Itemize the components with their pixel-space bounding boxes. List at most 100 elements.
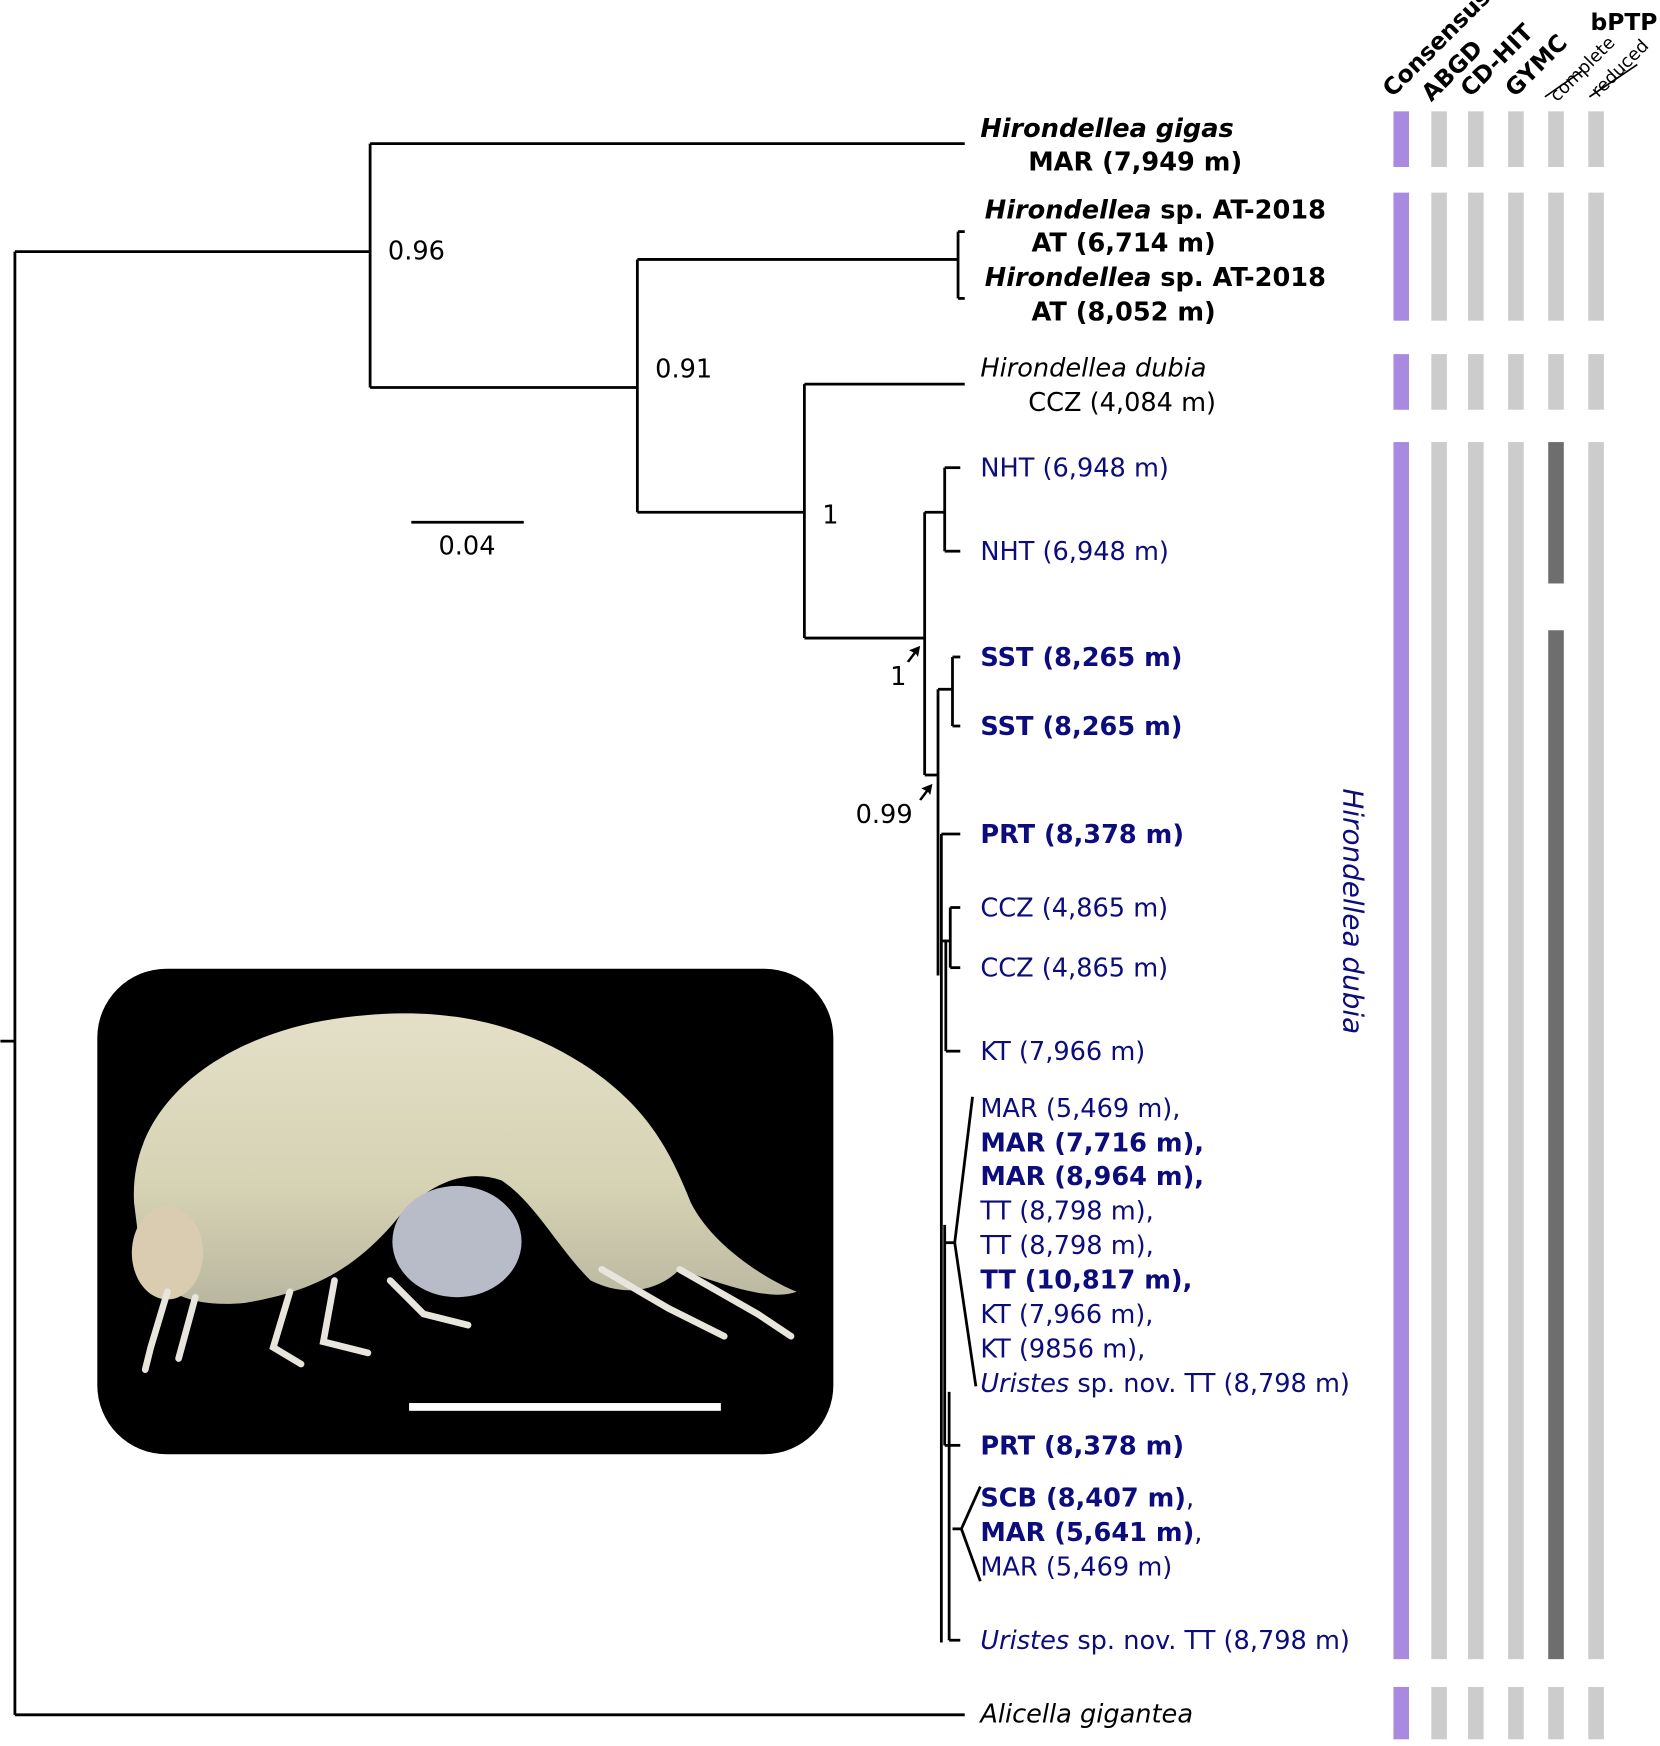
tip-label-part: ,: [1186, 1484, 1194, 1514]
delimitation-bar: [1431, 111, 1447, 168]
tip-label-part: sp. nov. TT (8,798 m): [1069, 1626, 1350, 1656]
tip-label-part: KT (7,966 m),: [980, 1300, 1153, 1330]
bptp-header: bPTP: [1590, 8, 1657, 36]
tip-label: NHT (6,948 m): [980, 537, 1169, 567]
arrow-icon: [906, 645, 921, 663]
delimitation-bar: [1468, 354, 1484, 410]
support-value: 0.96: [388, 236, 445, 266]
tip-label-part: Uristes: [980, 1369, 1069, 1399]
tip-label-part: sp. AT-2018: [1151, 195, 1326, 225]
delimitation-bar: [1431, 192, 1447, 321]
tip-label-part: Hirondellea dubia: [980, 353, 1206, 383]
tip-label-part: SCB (8,407 m): [980, 1484, 1186, 1514]
tip-label: Hirondellea gigas: [980, 114, 1233, 144]
tip-label: CCZ (4,084 m): [1028, 388, 1216, 418]
tree-branch: [960, 1485, 982, 1530]
tip-label: AT (6,714 m): [1032, 229, 1216, 259]
tip-label: TT (8,798 m),: [979, 1196, 1154, 1226]
scale-bar-label: 0.04: [438, 532, 495, 562]
support-value: 1: [822, 500, 838, 530]
tip-label: CCZ (4,865 m): [980, 893, 1168, 923]
delimitation-bar: [1393, 192, 1410, 321]
tip-label: MAR (5,641 m),: [980, 1518, 1202, 1548]
delimitation-bar: [1508, 354, 1524, 410]
delimitation-bar: [1588, 442, 1604, 1660]
arrow-icon: [919, 783, 933, 801]
tip-label-part: CCZ (4,865 m): [980, 954, 1168, 984]
delimitation-bar: [1508, 442, 1524, 1660]
tip-label: Hirondellea sp. AT-2018: [985, 263, 1326, 293]
tip-label-part: sp. nov. TT (8,798 m): [1069, 1369, 1350, 1399]
delimitation-bar: [1508, 192, 1524, 321]
delimitation-bar: [1468, 1686, 1484, 1740]
delimitation-bar: [1393, 111, 1410, 168]
delimitation-bar: [1588, 354, 1604, 410]
delimitation-bars: [1393, 111, 1604, 1740]
tip-label: Alicella gigantea: [978, 1700, 1193, 1730]
tip-label: KT (7,966 m): [980, 1037, 1145, 1067]
tip-label: Hirondellea dubia: [980, 353, 1206, 383]
delimitation-bar: [1468, 442, 1484, 1660]
tip-label-part: Alicella gigantea: [978, 1700, 1193, 1730]
delimitation-bar: [1393, 354, 1410, 410]
tip-label-part: NHT (6,948 m): [980, 537, 1169, 567]
delimitation-bar: [1431, 442, 1447, 1660]
tip-label: CCZ (4,865 m): [980, 954, 1168, 984]
tip-label: TT (8,798 m),: [979, 1231, 1154, 1261]
delimitation-bar: [1431, 1686, 1447, 1740]
header-underline: [1588, 63, 1638, 98]
delimitation-bar: [1548, 111, 1564, 168]
delimitation-bar: [1393, 1686, 1410, 1740]
tip-label: SST (8,265 m): [980, 643, 1182, 673]
tip-label-part: PRT (8,378 m): [980, 820, 1184, 850]
tip-label-part: Hirondellea gigas: [980, 114, 1233, 144]
tip-label: PRT (8,378 m): [980, 1431, 1184, 1461]
header-underline: [1544, 70, 1583, 98]
tip-label: MAR (5,469 m): [980, 1553, 1172, 1583]
tip-label-part: ,: [1194, 1518, 1202, 1548]
tip-label: MAR (7,716 m),: [980, 1128, 1204, 1158]
amphipod-pouch: [392, 1185, 522, 1298]
delimitation-bar: [1548, 630, 1564, 1660]
delimitation-bar: [1588, 1686, 1604, 1740]
tip-label: TT (10,817 m),: [980, 1265, 1192, 1295]
tip-label: KT (7,966 m),: [980, 1300, 1153, 1330]
tip-label: MAR (8,964 m),: [980, 1162, 1204, 1192]
tip-label-part: AT (8,052 m): [1032, 298, 1216, 328]
tip-label: PRT (8,378 m): [980, 820, 1184, 850]
tip-label-part: PRT (8,378 m): [980, 1431, 1184, 1461]
tip-label-part: TT (8,798 m),: [979, 1231, 1154, 1261]
tip-label: Uristes sp. nov. TT (8,798 m): [980, 1369, 1350, 1399]
tip-label-part: NHT (6,948 m): [980, 454, 1169, 484]
tree-branch: [953, 1096, 974, 1243]
delimitation-bar: [1393, 442, 1410, 1660]
tip-label-part: SST (8,265 m): [980, 712, 1182, 742]
delimitation-bar: [1508, 111, 1524, 168]
tip-label-part: MAR (7,716 m),: [980, 1128, 1204, 1158]
tip-label: AT (8,052 m): [1032, 298, 1216, 328]
delimitation-bar: [1548, 192, 1564, 321]
support-value: 0.91: [655, 354, 712, 384]
tip-label-part: TT (10,817 m),: [980, 1265, 1192, 1295]
tip-label: SCB (8,407 m),: [980, 1484, 1194, 1514]
tip-label-part: AT (6,714 m): [1032, 229, 1216, 259]
delimitation-bar: [1588, 111, 1604, 168]
tip-label-part: MAR (5,641 m): [980, 1518, 1194, 1548]
support-values: 0.96 0.91 1 1 0.99: [388, 236, 913, 829]
photo-scale-bar: [409, 1403, 721, 1411]
tip-label-part: MAR (5,469 m): [980, 1553, 1172, 1583]
tree-branch: [960, 1528, 982, 1582]
delimitation-bar: [1468, 192, 1484, 321]
tree-branches: [0, 142, 982, 1717]
tip-label-part: CCZ (4,865 m): [980, 893, 1168, 923]
delimitation-bar: [1548, 1686, 1564, 1740]
tip-label: KT (9856 m),: [980, 1334, 1145, 1364]
delimitation-bar: [1468, 111, 1484, 168]
tip-label: MAR (5,469 m),: [980, 1094, 1180, 1124]
tip-label-part: TT (8,798 m),: [979, 1196, 1154, 1226]
scale-bar: 0.04: [411, 520, 524, 562]
tip-label-part: MAR (8,964 m),: [980, 1162, 1204, 1192]
tip-label-part: MAR (5,469 m),: [980, 1094, 1180, 1124]
tip-label-part: SST (8,265 m): [980, 643, 1182, 673]
